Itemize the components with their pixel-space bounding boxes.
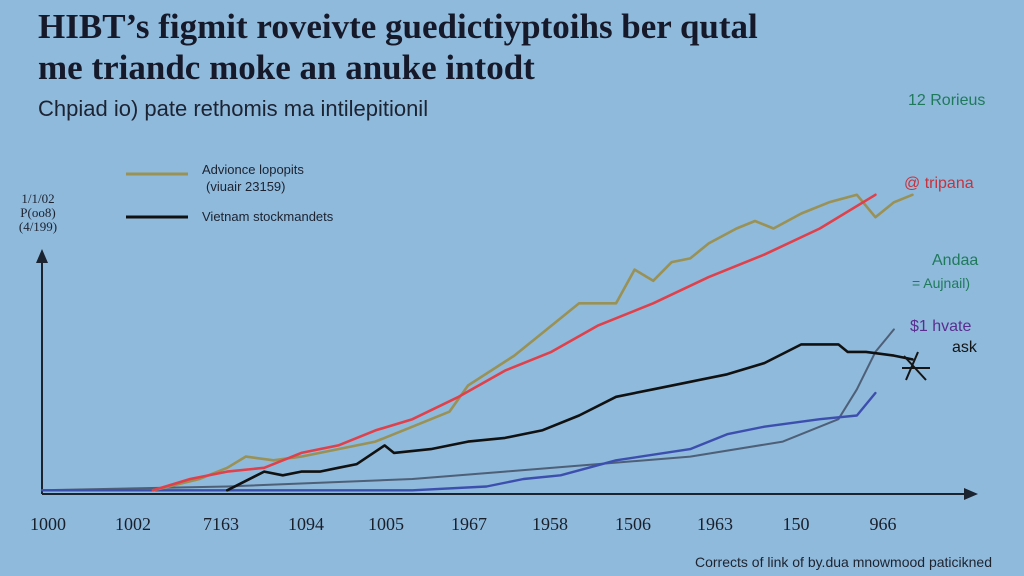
x-tick-label: 1963 [697,514,733,534]
series-end-label: ask [952,339,978,356]
legend-label: Advionce lopopits [202,162,304,177]
legend-label: Vietnam stockmandets [202,209,334,224]
chart-legend: Advionce lopopits (viuair 23159) Vietnam s… [126,162,334,224]
x-tick-label: 1002 [115,514,151,534]
series-end-label: Andaa [932,252,978,269]
y-axis-arrow [36,249,48,263]
series-end-label: $1 hvate [910,318,971,335]
x-tick-label: 1094 [288,514,324,534]
legend-sublabel: (viuair 23159) [206,179,286,194]
series-line-red [151,193,877,492]
series-end-label: @ tripana [904,175,974,192]
series-end-label: 12 Rorieus [908,92,985,109]
series-line-olive [151,193,914,492]
x-tick-label: 1506 [615,514,651,534]
series-line-blue [40,391,877,492]
chart-subtitle: Chpiad io) pate rethomis ma intilepition… [38,96,429,121]
x-tick-label: 966 [870,514,897,534]
x-tick-labels: 1000 1002 7163 1094 1005 1967 1958 1506 1963 150 9… [30,514,897,534]
series-line-black [225,343,914,492]
x-tick-label: 1000 [30,514,66,534]
chart-title-line-1: HIBT’s figmit roveivte guedictiyptoihs b… [38,7,758,46]
x-tick-label: 1005 [368,514,404,534]
chart-title-line-2: me triandc moke an anuke intodt [38,48,535,87]
source-footnote: Corrects of link of by.dua mnowmood pati… [695,554,992,570]
scribble-icon [902,351,930,381]
x-tick-label: 1958 [532,514,568,534]
series-end-label: = Aujnail) [912,275,970,291]
series-layer [40,193,914,492]
y-axis-label: 1/1/02 P(oo8) (4/199) [18,191,58,234]
chart-title: HIBT’s figmit roveivte guedictiyptoihs b… [38,6,998,88]
x-tick-label: 1967 [451,514,487,534]
chart-axes [36,249,978,500]
x-tick-label: 150 [783,514,810,534]
series-end-labels: 12 Rorieus @ tripana Andaa = Aujnail) $1 hva… [902,92,985,381]
series-line-slate [41,328,895,492]
x-axis-arrow [964,488,978,500]
x-tick-label: 7163 [203,514,239,534]
